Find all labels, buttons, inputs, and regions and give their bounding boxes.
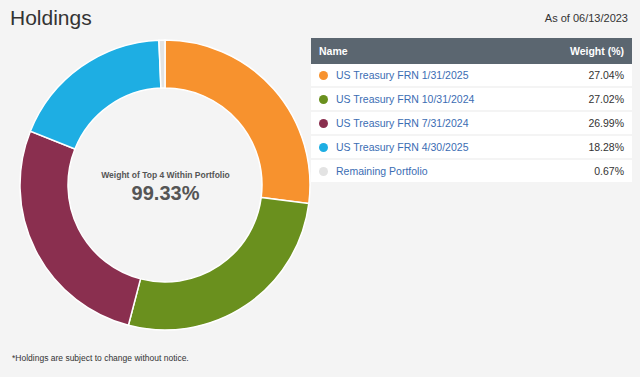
html-text:27.02%: 27.02% (588, 93, 624, 105)
html-text:US Treasury FRN 1/31/2025: US Treasury FRN 1/31/2025 (336, 69, 469, 81)
html-text:US Treasury FRN 4/30/2025: US Treasury FRN 4/30/2025 (336, 141, 469, 153)
html-text:Name: Name (319, 45, 348, 57)
svg-text:99.33%: 99.33% (132, 182, 200, 204)
html-text:Weight (%): Weight (%) (569, 45, 624, 57)
html-text:0.67%: 0.67% (594, 165, 624, 177)
html-text:27.04%: 27.04% (588, 69, 624, 81)
html-text:18.28%: 18.28% (588, 141, 624, 153)
html-text:Holdings: Holdings (10, 6, 92, 29)
html-text:US Treasury FRN 10/31/2024: US Treasury FRN 10/31/2024 (336, 93, 475, 105)
html-text:*Holdings are subject to chang: *Holdings are subject to change without … (12, 353, 189, 363)
html-text:As of 06/13/2023: As of 06/13/2023 (544, 12, 628, 24)
html-text:26.99%: 26.99% (588, 117, 624, 129)
html-text:Remaining Portfolio: Remaining Portfolio (336, 165, 428, 177)
html-text:US Treasury FRN 7/31/2024: US Treasury FRN 7/31/2024 (336, 117, 469, 129)
svg-text:Weight of Top 4 Within Portfol: Weight of Top 4 Within Portfolio (101, 170, 230, 180)
